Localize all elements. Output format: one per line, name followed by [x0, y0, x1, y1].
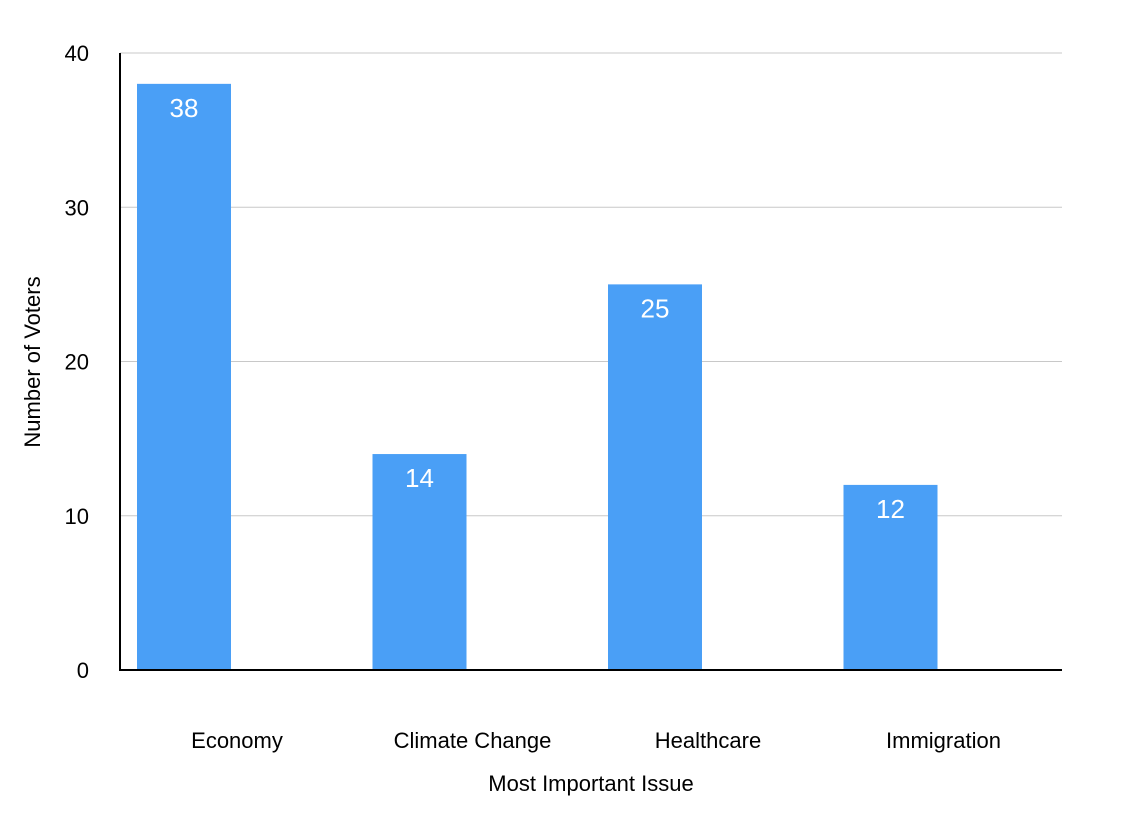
gridlines	[120, 52, 1062, 517]
x-tick-labels: Economy Climate Change Healthcare Immigrati…	[191, 728, 1001, 753]
bar-economy	[137, 83, 231, 671]
x-tick-label-healthcare: Healthcare	[655, 728, 761, 753]
data-label-immigration: 12	[876, 494, 905, 524]
x-axis-title: Most Important Issue	[488, 771, 693, 796]
y-tick-label-10: 10	[65, 504, 89, 529]
x-tick-label-immigration: Immigration	[886, 728, 1001, 753]
y-tick-label-30: 30	[65, 195, 89, 220]
data-label-economy: 38	[170, 93, 199, 123]
data-label-healthcare: 25	[641, 293, 670, 323]
y-tick-label-0: 0	[77, 658, 89, 683]
y-axis-title: Number of Voters	[20, 276, 45, 447]
bar-healthcare	[608, 284, 702, 670]
axes	[119, 53, 1062, 671]
y-tick-labels: 0 10 20 30 40	[65, 41, 89, 683]
y-tick-label-20: 20	[65, 350, 89, 375]
bars	[137, 83, 938, 671]
data-labels: 38 14 25 12	[170, 93, 905, 524]
x-tick-label-climate-change: Climate Change	[394, 728, 552, 753]
bar-climate-change	[372, 454, 467, 670]
data-label-climate-change: 14	[405, 463, 434, 493]
y-tick-label-40: 40	[65, 41, 89, 66]
x-tick-label-economy: Economy	[191, 728, 283, 753]
bar-immigration	[843, 484, 938, 670]
